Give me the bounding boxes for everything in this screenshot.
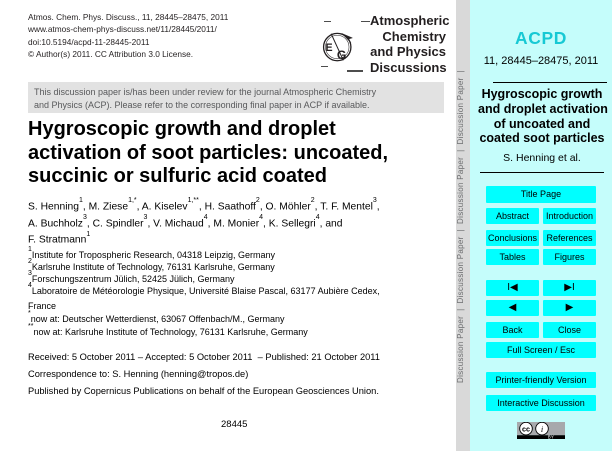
svg-text:G: G [337, 48, 346, 62]
svg-text:E: E [325, 42, 332, 54]
svg-text:BY: BY [548, 434, 554, 439]
svg-text:cc: cc [522, 425, 530, 434]
